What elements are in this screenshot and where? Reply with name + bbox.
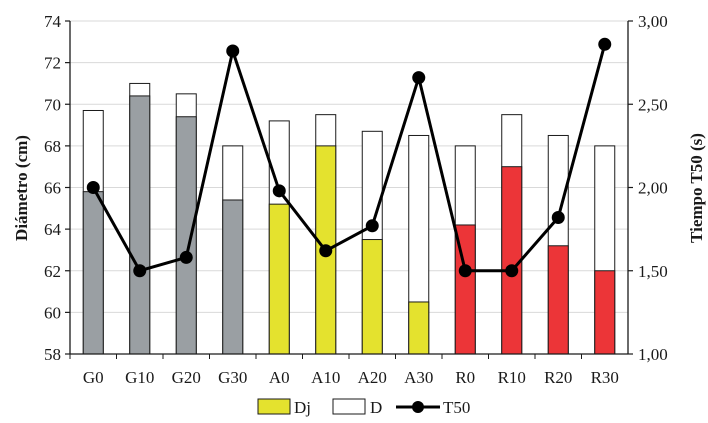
bar-dj-g20 [175,116,197,355]
x-tick-label: A0 [269,368,290,387]
y-tick-label: 58 [44,345,61,364]
gridlines [70,20,628,355]
x-tick-label: G10 [125,368,154,387]
bar-dj-g0 [82,191,104,355]
legend-label-t50: T50 [443,398,470,417]
point-t50-a30 [412,71,426,85]
y2-tick-label: 1,00 [638,345,668,364]
y-tick-label: 66 [44,179,61,198]
x-tick-label: R20 [544,368,572,387]
y-tick-label: 68 [44,137,61,156]
series-line-t50 [91,43,607,273]
point-t50-a20 [365,219,379,233]
legend: Dj D T50 [257,398,470,417]
bar-dj-g10 [129,95,151,355]
bar-dj-g30 [222,199,244,355]
legend-label-d: D [370,398,382,417]
y2-axis-title: Tiempo T50 (s) [687,133,706,243]
legend-marker-t50 [412,401,424,413]
bar-dj-r20 [547,245,569,355]
y-tick-label: 74 [44,12,62,31]
left-axis-ticks: 58 60 62 64 66 68 70 72 74 [44,12,70,364]
y-tick-label: 70 [44,95,61,114]
point-t50-g30 [226,44,240,58]
y2-tick-label: 1,50 [638,262,668,281]
legend-swatch-d [332,398,366,415]
x-tick-label: R30 [591,368,619,387]
y-axis-title: Diámetro (cm) [12,135,31,241]
bar-dj-a20 [361,239,383,355]
y-tick-label: 62 [44,262,61,281]
x-tick-label: G0 [83,368,104,387]
x-tick-label: A20 [358,368,387,387]
point-t50-a0 [272,184,286,198]
point-t50-g0 [86,181,100,194]
point-t50-a10 [319,244,333,258]
x-tick-label: G20 [172,368,201,387]
point-t50-g20 [179,250,193,264]
point-t50-r0 [458,264,472,278]
x-tick-label: G30 [218,368,247,387]
x-axis-ticks: G0 G10 G20 G30 A0 A10 A20 A30 R0 R10 R20 R30 [69,354,619,387]
x-tick-label: R10 [498,368,526,387]
legend-label-dj: Dj [294,398,311,417]
y-tick-label: 60 [44,303,61,322]
x-tick-label: A10 [311,368,340,387]
bar-dj-r10 [501,166,523,355]
point-t50-g10 [133,264,147,278]
y-tick-label: 72 [44,54,61,73]
x-tick-label: A30 [404,368,433,387]
point-t50-r30 [598,37,612,51]
bars [82,82,616,355]
point-t50-r10 [505,264,519,278]
point-t50-r20 [551,210,565,224]
x-tick-label: R0 [455,368,475,387]
y-tick-label: 64 [44,220,62,239]
bar-dj-r30 [594,270,616,355]
y2-tick-label: 2,50 [638,95,668,114]
legend-swatch-dj [257,398,291,415]
bar-dj-a30 [408,301,430,355]
t50-line [86,37,612,278]
y2-tick-label: 2,00 [638,179,668,198]
bar-dj-a0 [268,203,290,355]
right-axis-ticks: 1,00 1,50 2,00 2,50 3,00 [628,12,668,364]
y2-tick-label: 3,00 [638,12,668,31]
